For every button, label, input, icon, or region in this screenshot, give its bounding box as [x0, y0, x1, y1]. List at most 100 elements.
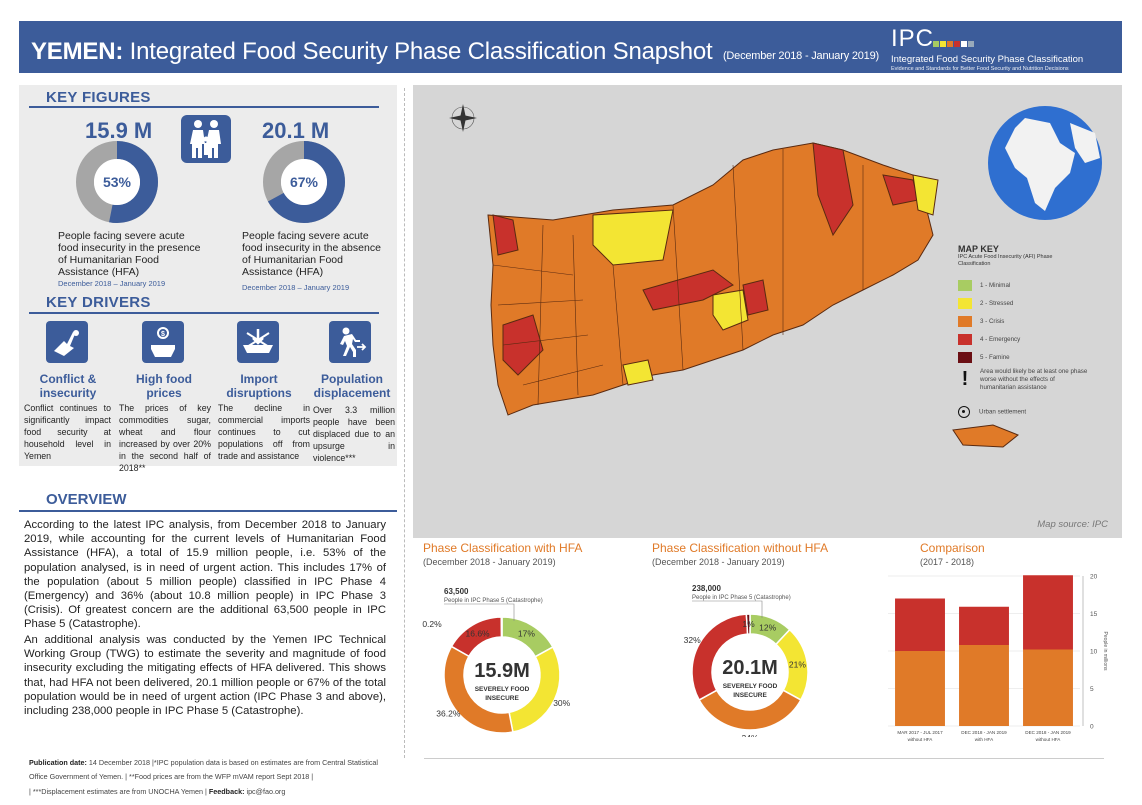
pie2-title: Phase Classification without HFA: [652, 541, 829, 555]
footnote-feedback: | ***Displacement estimates are from UNO…: [29, 787, 286, 796]
with-hfa-desc: People facing severe acute food insecuri…: [58, 230, 201, 278]
pie1-label-3: 36.2%: [436, 708, 461, 718]
bar-category-label: MAR 2017 - JUL 2017: [897, 730, 943, 735]
overview-paragraph-2: An additional analysis was conducted by …: [24, 634, 386, 718]
bar-ytick-label: 10: [1090, 649, 1098, 656]
map-source: Map source: IPC: [1037, 519, 1108, 530]
overview-title: OVERVIEW: [46, 491, 127, 508]
ipc-logo: IPC Integrated Food Security Phase Class…: [891, 25, 1084, 72]
pie2-callout-value: 238,000: [692, 584, 721, 593]
driver-text-conflict: Conflict continues to significantly impa…: [24, 403, 111, 461]
driver-text-displacement: Over 3.3 million people have been displa…: [313, 405, 395, 463]
overview-paragraph-1: According to the latest IPC analysis, fr…: [24, 519, 386, 631]
pie2-slice-5: [745, 613, 751, 635]
pie2-center-label-2: INSECURE: [733, 692, 767, 699]
key-figures-rule: [29, 106, 379, 108]
phase-5-swatch: [958, 352, 972, 363]
map-key-note: ! Area would likely be at least one phase…: [958, 368, 1092, 392]
phase-1-swatch: [958, 280, 972, 291]
report-period: (December 2018 - January 2019): [722, 50, 879, 62]
overview-rule: [19, 510, 397, 512]
key-drivers-title: KEY DRIVERS: [46, 294, 151, 311]
phase-3-swatch: [958, 316, 972, 327]
bar-chart: 0 5 10 15 20 People in millions MAR 2017 - JUL…: [888, 574, 1108, 742]
map-key-phase-3: 3 - Crisis: [958, 316, 1004, 327]
bar-ytick-label: 0: [1090, 724, 1094, 731]
displacement-icon: [329, 321, 371, 363]
ipc-logo-squares-icon: [933, 34, 975, 52]
driver-title-food-prices: High food prices: [136, 372, 192, 400]
column-divider: [404, 88, 405, 758]
pie1-label-4: 16.6%: [466, 629, 491, 639]
without-hfa-donut: 67%: [263, 141, 345, 223]
pie2-center-value: 20.1M: [722, 657, 778, 679]
map-key: MAP KEY IPC Acute Food Insecurity (AFI) …: [958, 244, 1108, 418]
pie2-label-4: 32%: [684, 635, 701, 645]
feedback-email: ipc@fao.org: [244, 787, 286, 796]
without-hfa-date: December 2018 – January 2019: [242, 283, 350, 292]
map-key-phase-2: 2 - Stressed: [958, 298, 1013, 309]
pie2-label-3: 34%: [741, 733, 758, 737]
bar-3-segment-2: [1023, 575, 1073, 650]
bar-ytick-label: 20: [1090, 574, 1098, 581]
driver-text-food-prices: The prices of key commodities sugar, whe…: [119, 403, 211, 473]
key-figures-title: KEY FIGURES: [46, 89, 151, 106]
with-hfa-number: 15.9 M: [85, 118, 153, 143]
bar-1-segment-1: [895, 651, 945, 726]
map-key-phase-1: 1 - Minimal: [958, 280, 1010, 291]
bar-category-label: without HFA: [1036, 737, 1062, 742]
pie1-label-1: 17%: [518, 629, 535, 639]
pie1-subtitle: (December 2018 - January 2019): [423, 557, 556, 567]
pie1-chart: 17% 30% 36.2% 16.6% 0.2% 15.9M SEVERELY FOOD IN…: [422, 587, 571, 734]
pie1-label-5: 0.2%: [422, 619, 442, 629]
pie1-title: Phase Classification with HFA: [423, 541, 583, 555]
food-prices-icon: $: [142, 321, 184, 363]
pie2-center-label-1: SEVERELY FOOD: [723, 683, 778, 690]
bar-1-segment-2: [895, 598, 945, 651]
pie2-subtitle: (December 2018 - January 2019): [652, 557, 785, 567]
family-icon: [181, 115, 231, 163]
bar-ytick-label: 5: [1090, 686, 1094, 693]
country-name: YEMEN:: [31, 38, 124, 65]
without-hfa-desc: People facing severe acute food insecuri…: [242, 230, 381, 278]
yemen-map-graphic: [449, 104, 1102, 448]
phase-4-swatch: [958, 334, 972, 345]
map-key-subtitle: IPC Acute Food Insecurity (AFI) Phase Cl…: [958, 254, 1053, 267]
pie2-label-2: 21%: [789, 659, 806, 669]
conflict-icon: [46, 321, 88, 363]
pie1-center-value: 15.9M: [474, 660, 530, 682]
bar-category-label: DEC 2018 - JAN 2019: [1025, 730, 1071, 735]
exclamation-icon: !: [961, 368, 969, 390]
bar-2-segment-1: [959, 645, 1009, 726]
driver-title-displacement: Population displacement: [313, 372, 391, 400]
pie1-callout-label: People in IPC Phase 5 (Catastrophe): [444, 598, 543, 604]
pie1-callout-value: 63,500: [444, 587, 469, 596]
bar-y-axis-label: People in millions: [1102, 632, 1108, 671]
with-hfa-percent: 53%: [103, 174, 132, 190]
driver-title-import: Import disruptions: [226, 372, 292, 400]
with-hfa-donut: 53%: [76, 141, 158, 223]
driver-title-conflict: Conflict & insecurity: [39, 372, 97, 400]
report-title: Integrated Food Security Phase Classific…: [129, 38, 713, 65]
import-icon: [237, 321, 279, 363]
pie1-center-label-1: SEVERELY FOOD: [475, 686, 530, 693]
key-drivers-rule: [29, 312, 379, 314]
pie2-callout-line: [692, 600, 763, 618]
bar-2-segment-2: [959, 606, 1009, 645]
bar-3-segment-1: [1023, 649, 1073, 726]
bar-ytick-label: 15: [1090, 611, 1098, 618]
svg-text:$: $: [161, 331, 165, 338]
yemen-ipc-map: Map source: IPC: [413, 85, 1122, 538]
bar-title: Comparison: [920, 541, 985, 555]
without-hfa-percent: 67%: [290, 174, 319, 190]
bar-subtitle: (2017 - 2018): [920, 557, 975, 567]
map-key-phase-4: 4 - Emergency: [958, 334, 1020, 345]
charts-bottom-rule: [424, 758, 1104, 759]
pie1-center-label-2: INSECURE: [485, 695, 519, 702]
pie2-chart: 12% 21% 34% 32% 1% 20.1M SEVERELY FOOD INSECURE…: [684, 584, 809, 737]
pie1-slice-5: [500, 616, 503, 638]
pie1-label-2: 30%: [553, 698, 570, 708]
header-banner: YEMEN: Integrated Food Security Phase Cl…: [19, 21, 1122, 73]
pie2-callout-label: People in IPC Phase 5 (Catastrophe): [692, 595, 791, 601]
page-title: YEMEN: Integrated Food Security Phase Cl…: [31, 38, 879, 66]
